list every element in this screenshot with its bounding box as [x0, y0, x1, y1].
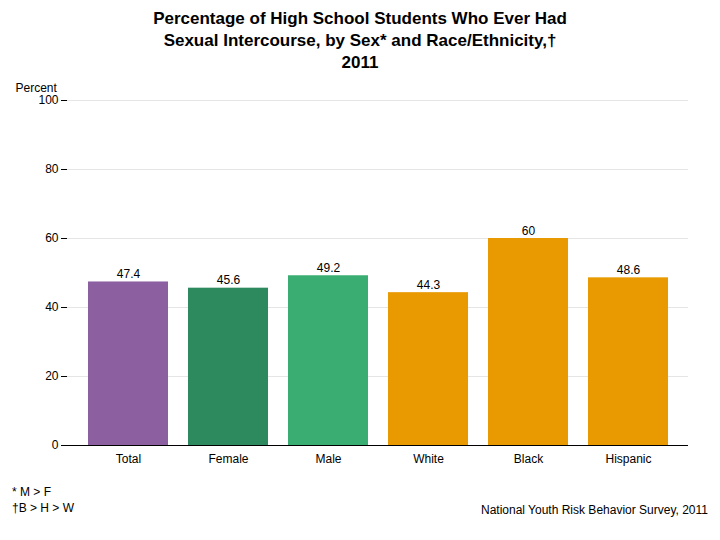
svg-text:Male: Male — [315, 452, 341, 466]
svg-text:47.4: 47.4 — [117, 267, 141, 281]
html-text:Percentage of High School Stud: Percentage of High School Students Who E… — [153, 9, 567, 28]
svg-text:44.3: 44.3 — [417, 278, 441, 292]
html-text:2011: 2011 — [341, 53, 379, 73]
svg-text:40: 40 — [45, 301, 59, 315]
svg-text:Total: Total — [116, 452, 141, 466]
svg-text:Black: Black — [514, 452, 544, 466]
svg-text:48.6: 48.6 — [617, 263, 641, 277]
svg-text:20: 20 — [45, 370, 59, 384]
html-text:* M > F: * M > F — [12, 485, 51, 500]
svg-text:Percent: Percent — [16, 81, 58, 95]
svg-text:0: 0 — [52, 439, 59, 453]
html-text:National Youth Risk Behavior S: National Youth Risk Behavior Survey, 201… — [481, 502, 708, 517]
svg-text:60: 60 — [45, 232, 59, 246]
svg-text:45.6: 45.6 — [217, 273, 241, 287]
svg-text:49.2: 49.2 — [317, 261, 341, 275]
svg-text:Female: Female — [208, 452, 248, 466]
svg-text:100: 100 — [38, 94, 58, 108]
svg-text:80: 80 — [45, 163, 59, 177]
svg-text:White: White — [413, 452, 444, 466]
svg-text:60: 60 — [522, 224, 536, 238]
svg-text:Hispanic: Hispanic — [605, 452, 651, 466]
html-text:Sexual Intercourse, by Sex* an: Sexual Intercourse, by Sex* and Race/Eth… — [163, 31, 557, 51]
html-text:†B > H > W: †B > H > W — [12, 501, 74, 516]
